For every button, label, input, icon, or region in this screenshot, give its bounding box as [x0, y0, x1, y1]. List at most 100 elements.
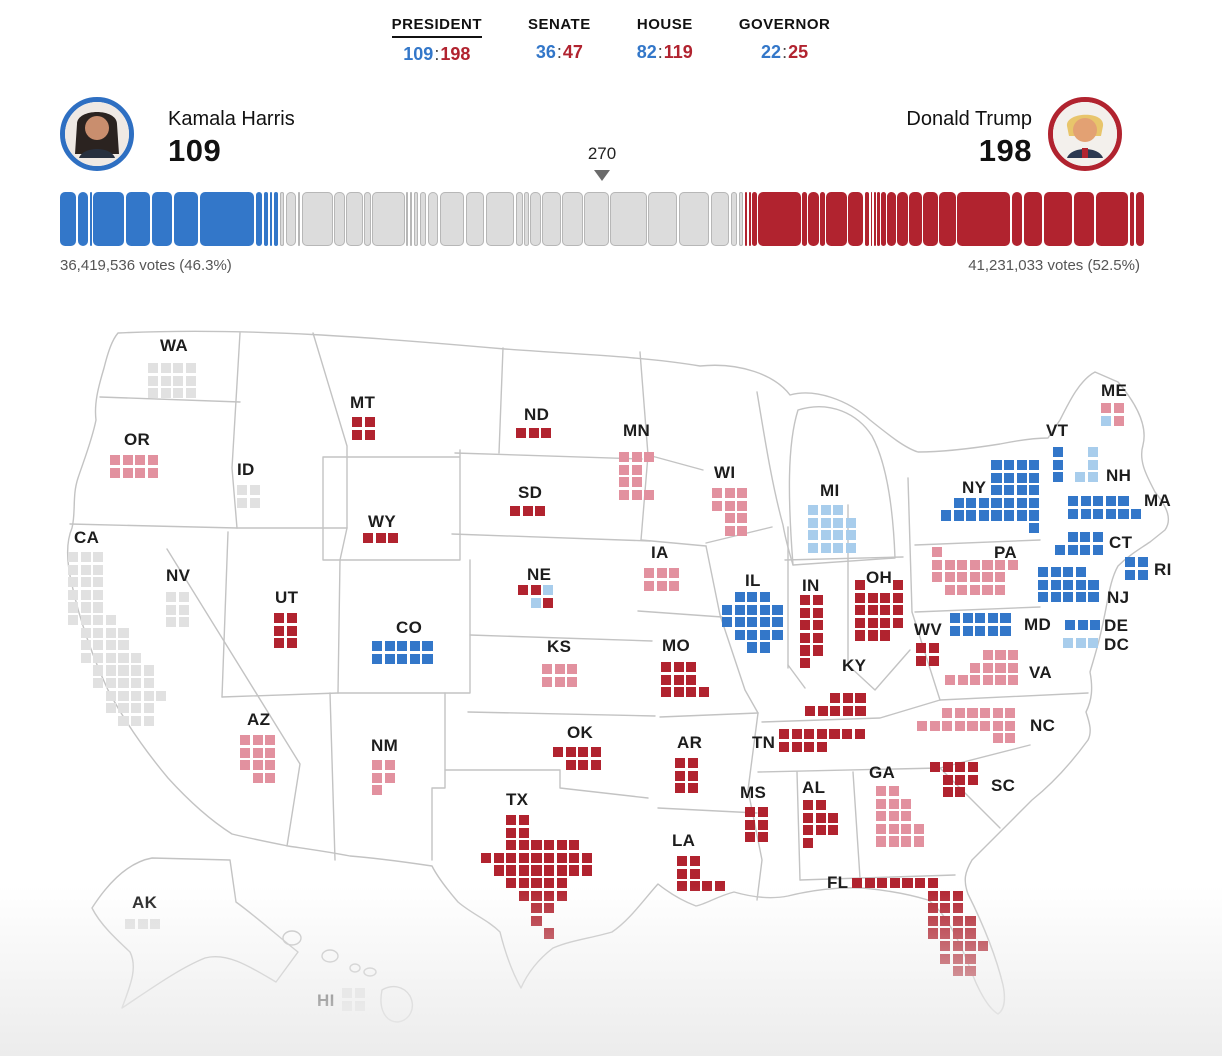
ev-square — [372, 760, 383, 771]
bar-segment-rep[interactable] — [848, 192, 863, 246]
bar-segment-rep[interactable] — [748, 192, 751, 246]
bar-segment-rep[interactable] — [897, 192, 908, 246]
bar-segment-none[interactable] — [346, 192, 363, 246]
ev-square — [166, 592, 177, 603]
bar-segment-rep[interactable] — [877, 192, 880, 246]
bar-segment-dem[interactable] — [199, 192, 255, 246]
bar-segment-none[interactable] — [427, 192, 439, 246]
ev-square — [747, 617, 758, 628]
bar-segment-rep[interactable] — [802, 192, 807, 246]
ev-square — [1016, 497, 1027, 509]
ev-square — [1090, 620, 1101, 631]
bar-segment-none[interactable] — [530, 192, 541, 246]
bar-segment-dem[interactable] — [93, 192, 124, 246]
bar-segment-rep[interactable] — [909, 192, 922, 246]
bar-segment-rep[interactable] — [957, 192, 1011, 246]
bar-segment-none[interactable] — [364, 192, 371, 246]
ev-square — [928, 643, 939, 654]
bar-segment-none[interactable] — [516, 192, 523, 246]
bar-segment-rep[interactable] — [864, 192, 869, 246]
ev-square — [942, 774, 953, 785]
bar-segment-none[interactable] — [298, 192, 301, 246]
bar-segment-dem[interactable] — [173, 192, 199, 246]
bar-segment-none[interactable] — [584, 192, 609, 246]
bar-segment-rep[interactable] — [744, 192, 748, 246]
bar-segment-rep[interactable] — [820, 192, 825, 246]
bar-segment-none[interactable] — [738, 192, 744, 246]
ev-square — [1004, 460, 1015, 471]
ev-square — [952, 928, 964, 939]
bar-segment-rep[interactable] — [873, 192, 876, 246]
bar-segment-none[interactable] — [542, 192, 561, 246]
bar-segment-dem[interactable] — [60, 192, 77, 246]
bar-segment-none[interactable] — [465, 192, 485, 246]
ev-square — [150, 919, 161, 930]
ev-square — [982, 584, 993, 596]
bar-segment-none[interactable] — [406, 192, 409, 246]
bar-segment-dem[interactable] — [78, 192, 89, 246]
bar-segment-rep[interactable] — [826, 192, 847, 246]
bar-segment-none[interactable] — [524, 192, 529, 246]
ev-square — [800, 645, 811, 656]
bar-segment-rep[interactable] — [1043, 192, 1073, 246]
bar-segment-dem[interactable] — [255, 192, 263, 246]
bar-segment-none[interactable] — [648, 192, 677, 246]
bar-segment-rep[interactable] — [1136, 192, 1145, 246]
ev-square — [855, 617, 866, 629]
race-tab-label: SENATE — [528, 16, 591, 33]
bar-segment-rep[interactable] — [887, 192, 896, 246]
ev-square — [759, 604, 771, 615]
bar-segment-rep[interactable] — [1130, 192, 1135, 246]
race-tab-senate[interactable]: SENATE 36:47 — [528, 16, 591, 65]
bar-segment-none[interactable] — [334, 192, 345, 246]
bar-segment-none[interactable] — [710, 192, 730, 246]
ev-square — [940, 928, 951, 939]
bar-segment-none[interactable] — [730, 192, 738, 246]
bar-segment-none[interactable] — [280, 192, 285, 246]
race-tab-president[interactable]: PRESIDENT 109:198 — [391, 16, 482, 65]
bar-segment-dem[interactable] — [270, 192, 273, 246]
bar-segment-none[interactable] — [413, 192, 419, 246]
bar-segment-none[interactable] — [286, 192, 297, 246]
bar-segment-rep[interactable] — [752, 192, 757, 246]
bar-segment-dem[interactable] — [125, 192, 151, 246]
ev-square — [1065, 620, 1076, 631]
ev-square — [590, 759, 602, 770]
bar-segment-dem[interactable] — [274, 192, 279, 246]
bar-segment-none[interactable] — [485, 192, 515, 246]
ev-square — [808, 542, 819, 554]
bar-segment-rep[interactable] — [1095, 192, 1129, 246]
ev-square — [927, 878, 938, 889]
bar-segment-dem[interactable] — [264, 192, 269, 246]
ev-square — [902, 878, 913, 889]
bar-segment-none[interactable] — [372, 192, 405, 246]
bar-segment-rep[interactable] — [1073, 192, 1095, 246]
bar-segment-rep[interactable] — [881, 192, 886, 246]
bar-segment-none[interactable] — [439, 192, 465, 246]
bar-segment-none[interactable] — [419, 192, 427, 246]
bar-segment-none[interactable] — [302, 192, 333, 246]
ev-square — [1016, 472, 1027, 483]
ev-square — [122, 467, 133, 478]
bar-segment-rep[interactable] — [808, 192, 819, 246]
bar-segment-dem[interactable] — [90, 192, 92, 246]
bar-segment-rep[interactable] — [1023, 192, 1043, 246]
bar-segment-none[interactable] — [678, 192, 710, 246]
ev-square — [970, 662, 981, 673]
ev-square — [833, 530, 844, 541]
ev-square — [722, 617, 733, 628]
bar-segment-rep[interactable] — [758, 192, 801, 246]
ev-square — [980, 720, 991, 731]
bar-segment-rep[interactable] — [923, 192, 938, 246]
bar-segment-rep[interactable] — [1011, 192, 1023, 246]
bar-segment-rep[interactable] — [870, 192, 873, 246]
bar-segment-none[interactable] — [610, 192, 647, 246]
ev-square — [493, 865, 504, 876]
race-tab-governor[interactable]: GOVERNOR 22:25 — [739, 16, 831, 65]
ev-square — [567, 664, 578, 675]
race-tab-house[interactable]: HOUSE 82:119 — [637, 16, 693, 65]
bar-segment-none[interactable] — [562, 192, 583, 246]
bar-segment-none[interactable] — [409, 192, 413, 246]
bar-segment-dem[interactable] — [151, 192, 173, 246]
bar-segment-rep[interactable] — [939, 192, 956, 246]
